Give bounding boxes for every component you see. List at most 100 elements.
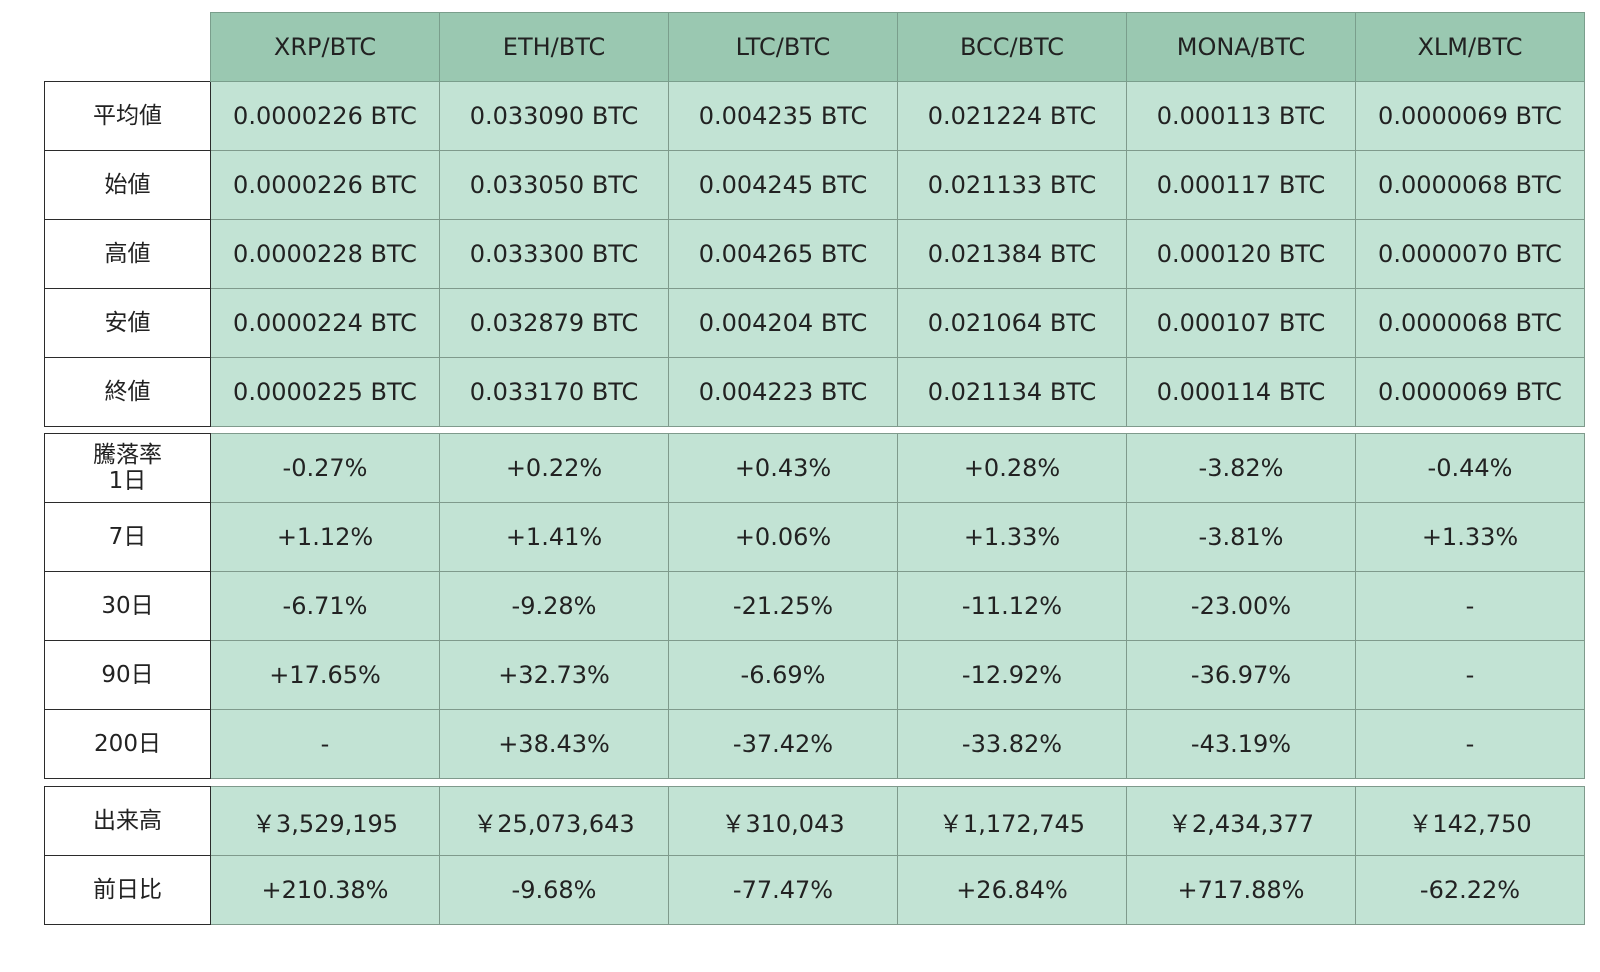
table-row: 30日 -6.71% -9.28% -21.25% -11.12% -23.00% - bbox=[44, 571, 1585, 641]
table-cell: 0.021133 BTC bbox=[897, 150, 1127, 220]
table-cell: 0.033050 BTC bbox=[439, 150, 669, 220]
table-cell: ￥1,172,745 bbox=[897, 786, 1127, 856]
table-row: 騰落率 1日 -0.27% +0.22% +0.43% +0.28% -3.82% -0.44… bbox=[44, 433, 1585, 503]
table-cell: 0.0000226 BTC bbox=[210, 81, 440, 151]
table-cell: ￥25,073,643 bbox=[439, 786, 669, 856]
row-label: 200日 bbox=[44, 709, 211, 779]
table-cell: 0.000113 BTC bbox=[1126, 81, 1356, 151]
table-cell: 0.0000070 BTC bbox=[1355, 219, 1585, 289]
table-cell: 0.0000069 BTC bbox=[1355, 357, 1585, 427]
price-table: XRP/BTC ETH/BTC LTC/BTC BCC/BTC MONA/BTC… bbox=[44, 12, 1585, 427]
table-cell: 0.021134 BTC bbox=[897, 357, 1127, 427]
table-cell: ￥3,529,195 bbox=[210, 786, 440, 856]
table-cell: 0.033090 BTC bbox=[439, 81, 669, 151]
table-cell: +38.43% bbox=[439, 709, 669, 779]
table-cell: ￥310,043 bbox=[668, 786, 898, 856]
table-cell: 0.033300 BTC bbox=[439, 219, 669, 289]
table-cell: +717.88% bbox=[1126, 855, 1356, 925]
table-cell: +0.28% bbox=[897, 433, 1127, 503]
table-cell: +0.43% bbox=[668, 433, 898, 503]
table-cell: -23.00% bbox=[1126, 571, 1356, 641]
table-cell: 0.004245 BTC bbox=[668, 150, 898, 220]
table-row: 7日 +1.12% +1.41% +0.06% +1.33% -3.81% +1.33% bbox=[44, 502, 1585, 572]
volume-table: 出来高 ￥3,529,195 ￥25,073,643 ￥310,043 ￥1,172,7… bbox=[44, 786, 1585, 925]
row-label-line2: 1日 bbox=[108, 468, 147, 494]
header-row: XRP/BTC ETH/BTC LTC/BTC BCC/BTC MONA/BTC… bbox=[44, 12, 1585, 82]
table-row: 始値 0.0000226 BTC 0.033050 BTC 0.004245 BTC 0… bbox=[44, 150, 1585, 220]
table-cell: 0.000117 BTC bbox=[1126, 150, 1356, 220]
row-label: 終値 bbox=[44, 357, 211, 427]
table-cell: +0.06% bbox=[668, 502, 898, 572]
table-cell: - bbox=[210, 709, 440, 779]
table-cell: -3.82% bbox=[1126, 433, 1356, 503]
table-cell: -0.27% bbox=[210, 433, 440, 503]
table-cell: 0.0000069 BTC bbox=[1355, 81, 1585, 151]
column-header-xrp-btc: XRP/BTC bbox=[210, 12, 440, 82]
table-cell: 0.033170 BTC bbox=[439, 357, 669, 427]
table-row: 200日 - +38.43% -37.42% -33.82% -43.19% - bbox=[44, 709, 1585, 779]
table-cell: +17.65% bbox=[210, 640, 440, 710]
row-label: 安値 bbox=[44, 288, 211, 358]
table-cell: -6.71% bbox=[210, 571, 440, 641]
table-cell: 0.000107 BTC bbox=[1126, 288, 1356, 358]
table-cell: +26.84% bbox=[897, 855, 1127, 925]
table-cell: -6.69% bbox=[668, 640, 898, 710]
table-cell: 0.004204 BTC bbox=[668, 288, 898, 358]
change-rate-table: 騰落率 1日 -0.27% +0.22% +0.43% +0.28% -3.82% -0.44… bbox=[44, 433, 1585, 779]
column-header-ltc-btc: LTC/BTC bbox=[668, 12, 898, 82]
row-label: 7日 bbox=[44, 502, 211, 572]
column-header-eth-btc: ETH/BTC bbox=[439, 12, 669, 82]
table-cell: 0.021064 BTC bbox=[897, 288, 1127, 358]
table-cell: 0.032879 BTC bbox=[439, 288, 669, 358]
table-cell: -77.47% bbox=[668, 855, 898, 925]
row-label: 始値 bbox=[44, 150, 211, 220]
table-cell: +1.33% bbox=[1355, 502, 1585, 572]
table-cell: 0.004265 BTC bbox=[668, 219, 898, 289]
table-cell: ￥142,750 bbox=[1355, 786, 1585, 856]
table-cell: 0.0000225 BTC bbox=[210, 357, 440, 427]
table-cell: -43.19% bbox=[1126, 709, 1356, 779]
table-row: 終値 0.0000225 BTC 0.033170 BTC 0.004223 BTC 0… bbox=[44, 357, 1585, 427]
table-cell: +1.41% bbox=[439, 502, 669, 572]
table-cell: +32.73% bbox=[439, 640, 669, 710]
table-row: 90日 +17.65% +32.73% -6.69% -12.92% -36.97% - bbox=[44, 640, 1585, 710]
row-label: 30日 bbox=[44, 571, 211, 641]
table-row: 平均値 0.0000226 BTC 0.033090 BTC 0.004235 BTC… bbox=[44, 81, 1585, 151]
table-row: 前日比 +210.38% -9.68% -77.47% +26.84% +717.88% -… bbox=[44, 855, 1585, 925]
table-cell: -3.81% bbox=[1126, 502, 1356, 572]
table-cell: -37.42% bbox=[668, 709, 898, 779]
table-cell: +210.38% bbox=[210, 855, 440, 925]
row-label: 平均値 bbox=[44, 81, 211, 151]
row-label: 出来高 bbox=[44, 786, 211, 856]
table-cell: 0.021384 BTC bbox=[897, 219, 1127, 289]
table-cell: - bbox=[1355, 709, 1585, 779]
table-cell: 0.000120 BTC bbox=[1126, 219, 1356, 289]
table-cell: 0.0000068 BTC bbox=[1355, 150, 1585, 220]
table-cell: 0.004235 BTC bbox=[668, 81, 898, 151]
table-cell: -33.82% bbox=[897, 709, 1127, 779]
table-cell: - bbox=[1355, 571, 1585, 641]
table-cell: -12.92% bbox=[897, 640, 1127, 710]
column-header-mona-btc: MONA/BTC bbox=[1126, 12, 1356, 82]
row-label: 高値 bbox=[44, 219, 211, 289]
table-cell: +1.33% bbox=[897, 502, 1127, 572]
corner-cell bbox=[44, 12, 211, 82]
table-cell: ￥2,434,377 bbox=[1126, 786, 1356, 856]
table-cell: -0.44% bbox=[1355, 433, 1585, 503]
table-cell: -21.25% bbox=[668, 571, 898, 641]
row-label: 前日比 bbox=[44, 855, 211, 925]
table-cell: 0.0000228 BTC bbox=[210, 219, 440, 289]
row-label: 90日 bbox=[44, 640, 211, 710]
table-cell: -9.28% bbox=[439, 571, 669, 641]
table-row: 安値 0.0000224 BTC 0.032879 BTC 0.004204 BTC 0… bbox=[44, 288, 1585, 358]
table-row: 高値 0.0000228 BTC 0.033300 BTC 0.004265 BTC 0… bbox=[44, 219, 1585, 289]
table-cell: 0.0000224 BTC bbox=[210, 288, 440, 358]
table-cell: 0.004223 BTC bbox=[668, 357, 898, 427]
table-cell: +1.12% bbox=[210, 502, 440, 572]
table-cell: -9.68% bbox=[439, 855, 669, 925]
table-cell: 0.021224 BTC bbox=[897, 81, 1127, 151]
table-cell: -11.12% bbox=[897, 571, 1127, 641]
table-cell: -36.97% bbox=[1126, 640, 1356, 710]
table-cell: 0.000114 BTC bbox=[1126, 357, 1356, 427]
column-header-bcc-btc: BCC/BTC bbox=[897, 12, 1127, 82]
